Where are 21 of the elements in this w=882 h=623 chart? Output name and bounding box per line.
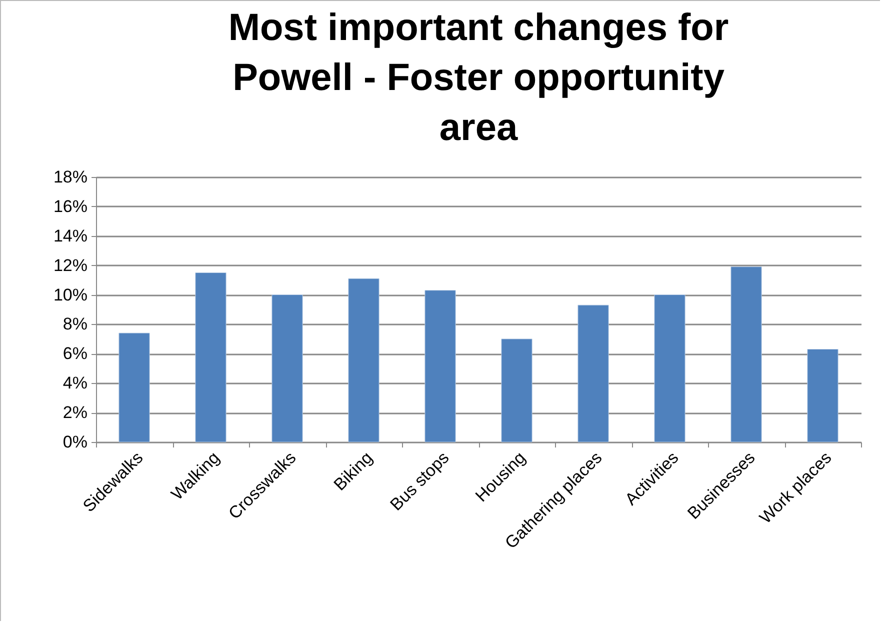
bar xyxy=(118,332,150,442)
y-tick-label: 18% xyxy=(53,168,88,186)
bar xyxy=(501,338,532,442)
y-tick-label: 10% xyxy=(53,285,88,304)
y-tick-label: 16% xyxy=(53,196,88,216)
y-tick-label: 8% xyxy=(62,314,88,334)
y-tick-label: 2% xyxy=(62,403,88,422)
bar xyxy=(730,266,762,442)
y-tick-label: 0% xyxy=(62,432,88,452)
bar xyxy=(424,290,456,442)
bar xyxy=(807,349,838,442)
y-tick-label: 4% xyxy=(62,374,88,393)
bar xyxy=(195,272,226,442)
y-tick-label: 14% xyxy=(53,226,88,246)
chart-title: Most important changes for Powell - Foster opportunity area xyxy=(228,7,729,149)
y-tick-label: 6% xyxy=(62,344,88,364)
bar xyxy=(578,304,609,442)
bar xyxy=(348,278,380,442)
bar xyxy=(272,294,303,442)
y-tick-label: 12% xyxy=(53,256,88,275)
bar xyxy=(654,294,686,442)
